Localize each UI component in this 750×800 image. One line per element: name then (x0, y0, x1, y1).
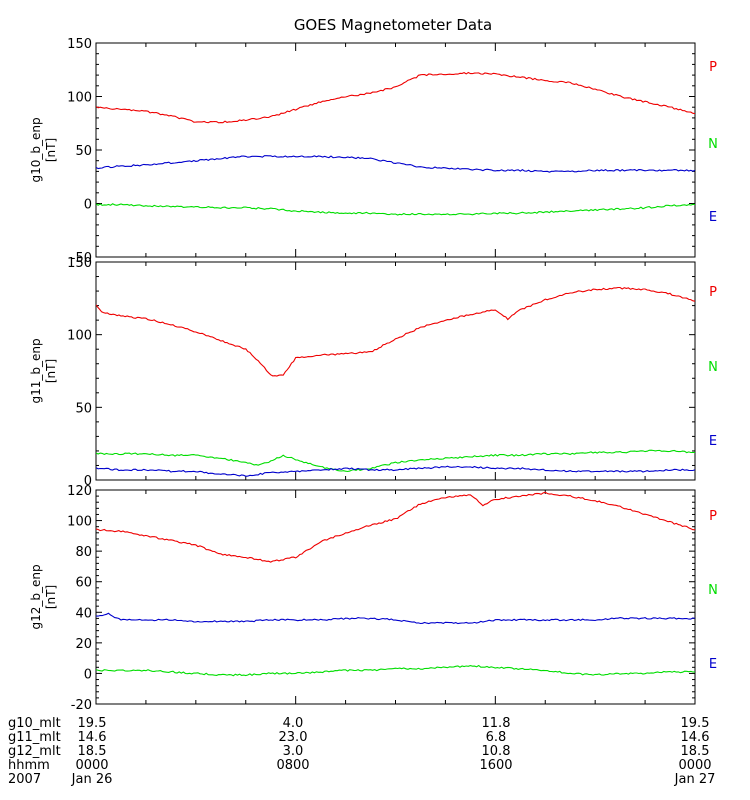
y-axis-label: g10_b_enp (29, 117, 43, 182)
y-tick-label: 100 (67, 515, 92, 530)
footer-row-label: 2007 (8, 772, 41, 787)
component-label-p: P (709, 60, 717, 75)
y-tick-label: 100 (67, 329, 92, 344)
footer-value: 14.6 (78, 730, 107, 745)
series-line-p (96, 71, 695, 124)
y-tick-label: -20 (71, 698, 92, 713)
y-tick-label: -50 (71, 251, 92, 266)
component-label-n: N (708, 583, 718, 598)
series-line-e (96, 664, 695, 677)
component-label-e: E (709, 210, 717, 225)
footer-row-label: g11_mlt (8, 730, 61, 745)
footer-value: 0000 (678, 758, 711, 773)
footer-value: 19.5 (78, 716, 107, 731)
y-axis-unit: [nT] (44, 359, 58, 383)
footer-value: 14.6 (681, 730, 710, 745)
footer-row-label: hhmm (8, 758, 50, 773)
series-line-e (96, 465, 695, 477)
footer-value: 1600 (479, 758, 512, 773)
y-tick-label: 100 (67, 91, 92, 106)
plot-frame (95, 261, 696, 481)
series-line-p (96, 491, 695, 563)
component-label-n: N (708, 137, 718, 152)
series-line-n (96, 449, 695, 473)
footer-value: 0000 (75, 758, 108, 773)
footer-value: 18.5 (78, 744, 107, 759)
series-line-p (96, 286, 695, 377)
component-label-p: P (709, 509, 717, 524)
y-tick-label: 120 (67, 484, 92, 499)
footer-value: 19.5 (681, 716, 710, 731)
footer-value: 3.0 (283, 744, 304, 759)
y-tick-label: 150 (67, 256, 92, 271)
footer-value: Jan 26 (71, 772, 113, 787)
footer-value: 23.0 (279, 730, 308, 745)
panel-3: -20 0 20 40 60 80 100 120 g12_b_enp [nT] P N E (29, 484, 718, 713)
component-label-e: E (709, 434, 717, 449)
footer-value: 6.8 (486, 730, 507, 745)
y-tick-label: 150 (67, 37, 92, 52)
y-tick-label: 50 (75, 401, 92, 416)
footer-value: 10.8 (482, 744, 511, 759)
y-axis-unit: [nT] (44, 585, 58, 609)
series-line-n (96, 155, 695, 173)
plot-frame (95, 489, 696, 705)
footer-row-label: g10_mlt (8, 716, 61, 731)
y-tick-label: 0 (84, 474, 92, 489)
footer-value: Jan 27 (674, 772, 716, 787)
y-axis-label: g11_b_enp (29, 338, 43, 403)
footer-value: 4.0 (283, 716, 304, 731)
footer-row-label: g12_mlt (8, 744, 61, 759)
y-tick-label: 0 (84, 198, 92, 213)
y-tick-label: 60 (75, 576, 92, 591)
chart-title: GOES Magnetometer Data (294, 16, 492, 34)
series-line-e (96, 203, 695, 216)
y-tick-label: 20 (75, 637, 92, 652)
footer-value: 0800 (276, 758, 309, 773)
panel-2: 0 50 100 150 g11_b_enp [nT] P N E (29, 256, 718, 489)
panel-1: -50 0 50 100 150 g10_b_enp [nT] P N E (29, 37, 718, 266)
footer-value: 18.5 (681, 744, 710, 759)
series-line-n (96, 612, 695, 625)
y-tick-label: 0 (84, 667, 92, 682)
plot-frame (95, 42, 696, 258)
y-tick-label: 40 (75, 606, 92, 621)
component-label-p: P (709, 285, 717, 300)
y-axis-unit: [nT] (44, 138, 58, 162)
y-tick-label: 80 (75, 545, 92, 560)
component-label-n: N (708, 360, 718, 375)
footer-value: 11.8 (482, 716, 511, 731)
y-tick-label: 50 (75, 144, 92, 159)
component-label-e: E (709, 657, 717, 672)
y-axis-label: g12_b_enp (29, 564, 43, 629)
